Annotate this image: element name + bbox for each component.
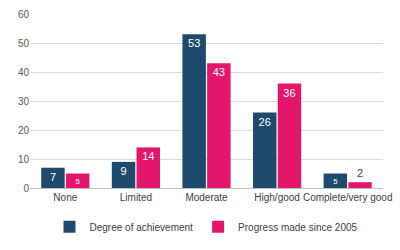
- svg-text:10: 10: [18, 154, 30, 165]
- svg-text:5: 5: [75, 177, 79, 186]
- svg-text:14: 14: [142, 150, 154, 162]
- svg-text:None: None: [53, 192, 77, 203]
- svg-text:43: 43: [213, 66, 225, 78]
- svg-text:60: 60: [18, 9, 30, 20]
- svg-text:50: 50: [18, 38, 30, 49]
- svg-text:7: 7: [50, 171, 56, 183]
- svg-text:53: 53: [188, 37, 200, 49]
- svg-text:20: 20: [18, 125, 30, 136]
- svg-text:5: 5: [333, 177, 337, 186]
- svg-text:High/good: High/good: [254, 192, 300, 203]
- svg-text:2: 2: [357, 167, 363, 179]
- svg-text:30: 30: [18, 96, 30, 107]
- svg-text:Moderate: Moderate: [185, 192, 228, 203]
- svg-text:9: 9: [120, 165, 126, 177]
- svg-text:Degree of achievement: Degree of achievement: [90, 222, 194, 233]
- svg-text:26: 26: [259, 116, 271, 128]
- svg-text:Progress made since 2005: Progress made since 2005: [238, 222, 357, 233]
- svg-text:40: 40: [18, 67, 30, 78]
- svg-text:0: 0: [23, 183, 29, 194]
- svg-text:Complete/very good: Complete/very good: [303, 192, 393, 203]
- svg-text:Limited: Limited: [120, 192, 152, 203]
- svg-text:36: 36: [283, 87, 295, 99]
